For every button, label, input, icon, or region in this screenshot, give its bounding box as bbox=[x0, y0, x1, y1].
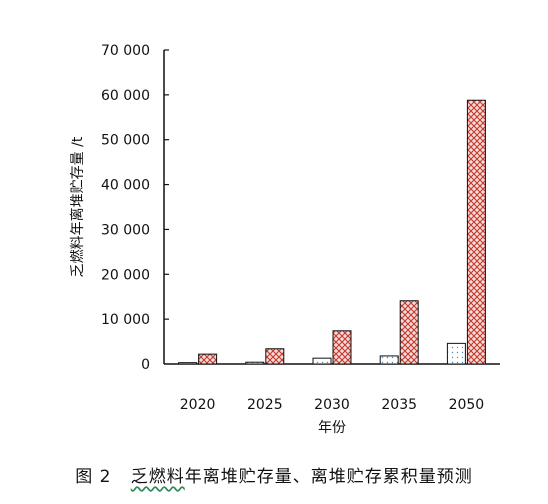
caption-underlined-term: 乏燃料 bbox=[130, 467, 185, 487]
x-axis-label: 年份 bbox=[318, 420, 346, 436]
bars bbox=[178, 99, 486, 365]
bar-2025-series-2 bbox=[265, 348, 285, 365]
bar-chart: 0 10 000 20 000 30 000 40 000 50 000 60 000 70 … bbox=[69, 43, 500, 436]
x-tick-label: 2050 bbox=[449, 397, 485, 413]
y-tick-label: 40 000 bbox=[101, 178, 150, 194]
axes bbox=[163, 50, 500, 365]
y-axis-label: 乏燃料年离堆贮存量 /t bbox=[69, 136, 86, 277]
bar-2020-series-1 bbox=[178, 362, 198, 365]
figure-caption: 图 2 乏燃料年离堆贮存量、离堆贮存累积量预测 bbox=[0, 462, 548, 487]
x-tick-label: 2030 bbox=[314, 397, 350, 413]
y-tick-label: 60 000 bbox=[101, 88, 150, 104]
y-tick-label: 0 bbox=[141, 357, 150, 373]
caption-title: 年离堆贮存量、离堆贮存累积量预测 bbox=[184, 467, 473, 487]
x-ticks: 2020 2025 2030 2035 2050 bbox=[180, 397, 484, 413]
x-tick-label: 2025 bbox=[247, 397, 283, 413]
y-tick-label: 30 000 bbox=[101, 222, 150, 238]
y-tick-label: 10 000 bbox=[101, 312, 150, 328]
y-tick-label: 20 000 bbox=[101, 267, 150, 283]
bar-2030-series-1 bbox=[312, 357, 332, 365]
y-ticks: 0 10 000 20 000 30 000 40 000 50 000 60 000 70 … bbox=[101, 43, 169, 373]
bar-2025-series-1 bbox=[245, 361, 265, 365]
x-tick-label: 2035 bbox=[381, 397, 417, 413]
y-tick-label: 50 000 bbox=[101, 133, 150, 149]
bar-2030-series-2 bbox=[332, 330, 352, 365]
figure-number: 图 2 bbox=[75, 467, 112, 487]
bar-2035-series-2 bbox=[399, 300, 419, 365]
bar-2050-series-2 bbox=[466, 99, 486, 365]
bar-2020-series-2 bbox=[198, 353, 218, 365]
bar-2035-series-1 bbox=[379, 355, 399, 365]
x-tick-label: 2020 bbox=[180, 397, 216, 413]
bar-2050-series-1 bbox=[446, 342, 466, 365]
y-tick-label: 70 000 bbox=[101, 43, 150, 59]
